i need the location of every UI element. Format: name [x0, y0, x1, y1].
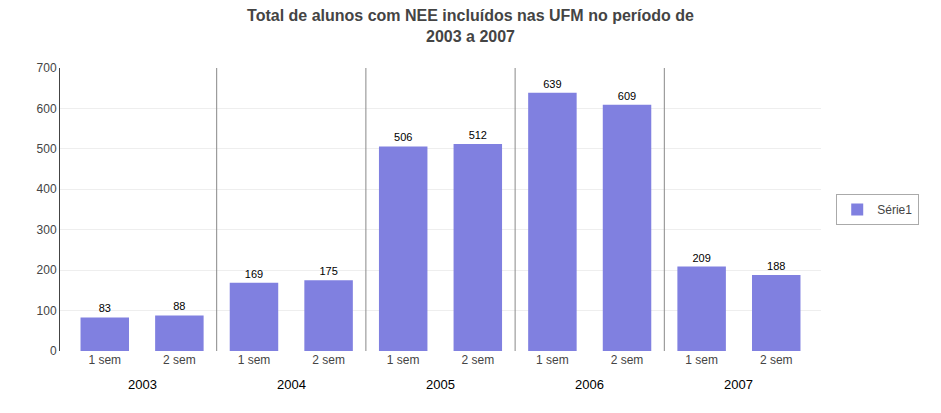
svg-text:512: 512 — [469, 129, 487, 141]
svg-text:400: 400 — [37, 182, 57, 196]
svg-text:2007: 2007 — [724, 377, 753, 392]
svg-text:100: 100 — [37, 304, 57, 318]
svg-text:700: 700 — [37, 61, 57, 75]
svg-text:188: 188 — [767, 260, 785, 272]
svg-text:0: 0 — [50, 344, 57, 358]
svg-text:2004: 2004 — [277, 377, 306, 392]
svg-text:600: 600 — [37, 102, 57, 116]
svg-text:Total de alunos com NEE incluí: Total de alunos com NEE incluídos nas UF… — [247, 7, 694, 45]
svg-text:2003: 2003 — [128, 377, 157, 392]
svg-text:2 sem: 2 sem — [312, 353, 345, 367]
svg-text:1 sem: 1 sem — [536, 353, 569, 367]
svg-text:2006: 2006 — [575, 377, 604, 392]
svg-text:88: 88 — [173, 300, 185, 312]
svg-text:609: 609 — [618, 90, 636, 102]
svg-text:506: 506 — [394, 131, 412, 143]
svg-text:2005: 2005 — [426, 377, 455, 392]
svg-text:2 sem: 2 sem — [760, 353, 793, 367]
svg-text:1 sem: 1 sem — [238, 353, 271, 367]
svg-text:1 sem: 1 sem — [387, 353, 420, 367]
svg-text:2 sem: 2 sem — [611, 353, 644, 367]
svg-text:1 sem: 1 sem — [685, 353, 718, 367]
svg-text:175: 175 — [319, 265, 337, 277]
svg-text:2 sem: 2 sem — [461, 353, 494, 367]
svg-text:Série1: Série1 — [877, 203, 912, 217]
svg-text:169: 169 — [245, 268, 263, 280]
svg-text:300: 300 — [37, 223, 57, 237]
svg-text:209: 209 — [692, 252, 710, 264]
svg-text:1 sem: 1 sem — [88, 353, 121, 367]
svg-text:83: 83 — [99, 302, 111, 314]
svg-text:2 sem: 2 sem — [163, 353, 196, 367]
svg-text:200: 200 — [37, 263, 57, 277]
svg-text:639: 639 — [543, 78, 561, 90]
svg-text:500: 500 — [37, 142, 57, 156]
